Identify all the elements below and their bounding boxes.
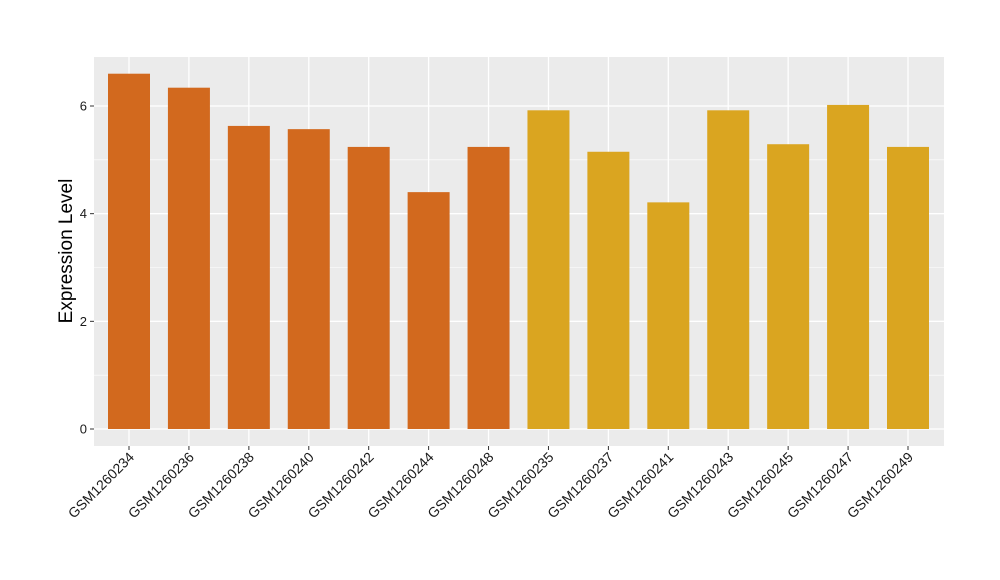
- x-axis: GSM1260234GSM1260236GSM1260238GSM1260240…: [65, 446, 916, 521]
- bar-GSM1260245: [767, 144, 810, 429]
- bar-GSM1260244: [407, 192, 450, 429]
- bars-group: [108, 73, 929, 430]
- bar-GSM1260238: [227, 125, 270, 429]
- y-axis: 0 2 4 6: [80, 99, 94, 437]
- y-tick-label: 2: [80, 314, 87, 329]
- bar-GSM1260243: [707, 110, 750, 429]
- bar-GSM1260234: [108, 73, 150, 429]
- bar-GSM1260242: [347, 146, 390, 429]
- y-tick-label: 6: [80, 99, 87, 114]
- bar-GSM1260249: [887, 146, 929, 429]
- y-tick-label: 4: [80, 206, 87, 221]
- bar-GSM1260235: [527, 110, 570, 429]
- bar-GSM1260247: [827, 104, 870, 429]
- y-tick-label: 0: [80, 422, 87, 437]
- bar-GSM1260241: [647, 202, 690, 429]
- bar-GSM1260236: [167, 87, 210, 430]
- bar-GSM1260240: [287, 129, 330, 430]
- plot-panel: [94, 57, 944, 446]
- bar-GSM1260248: [467, 146, 510, 429]
- bar-GSM1260237: [587, 151, 630, 429]
- y-axis-title: Expression Level: [56, 179, 77, 324]
